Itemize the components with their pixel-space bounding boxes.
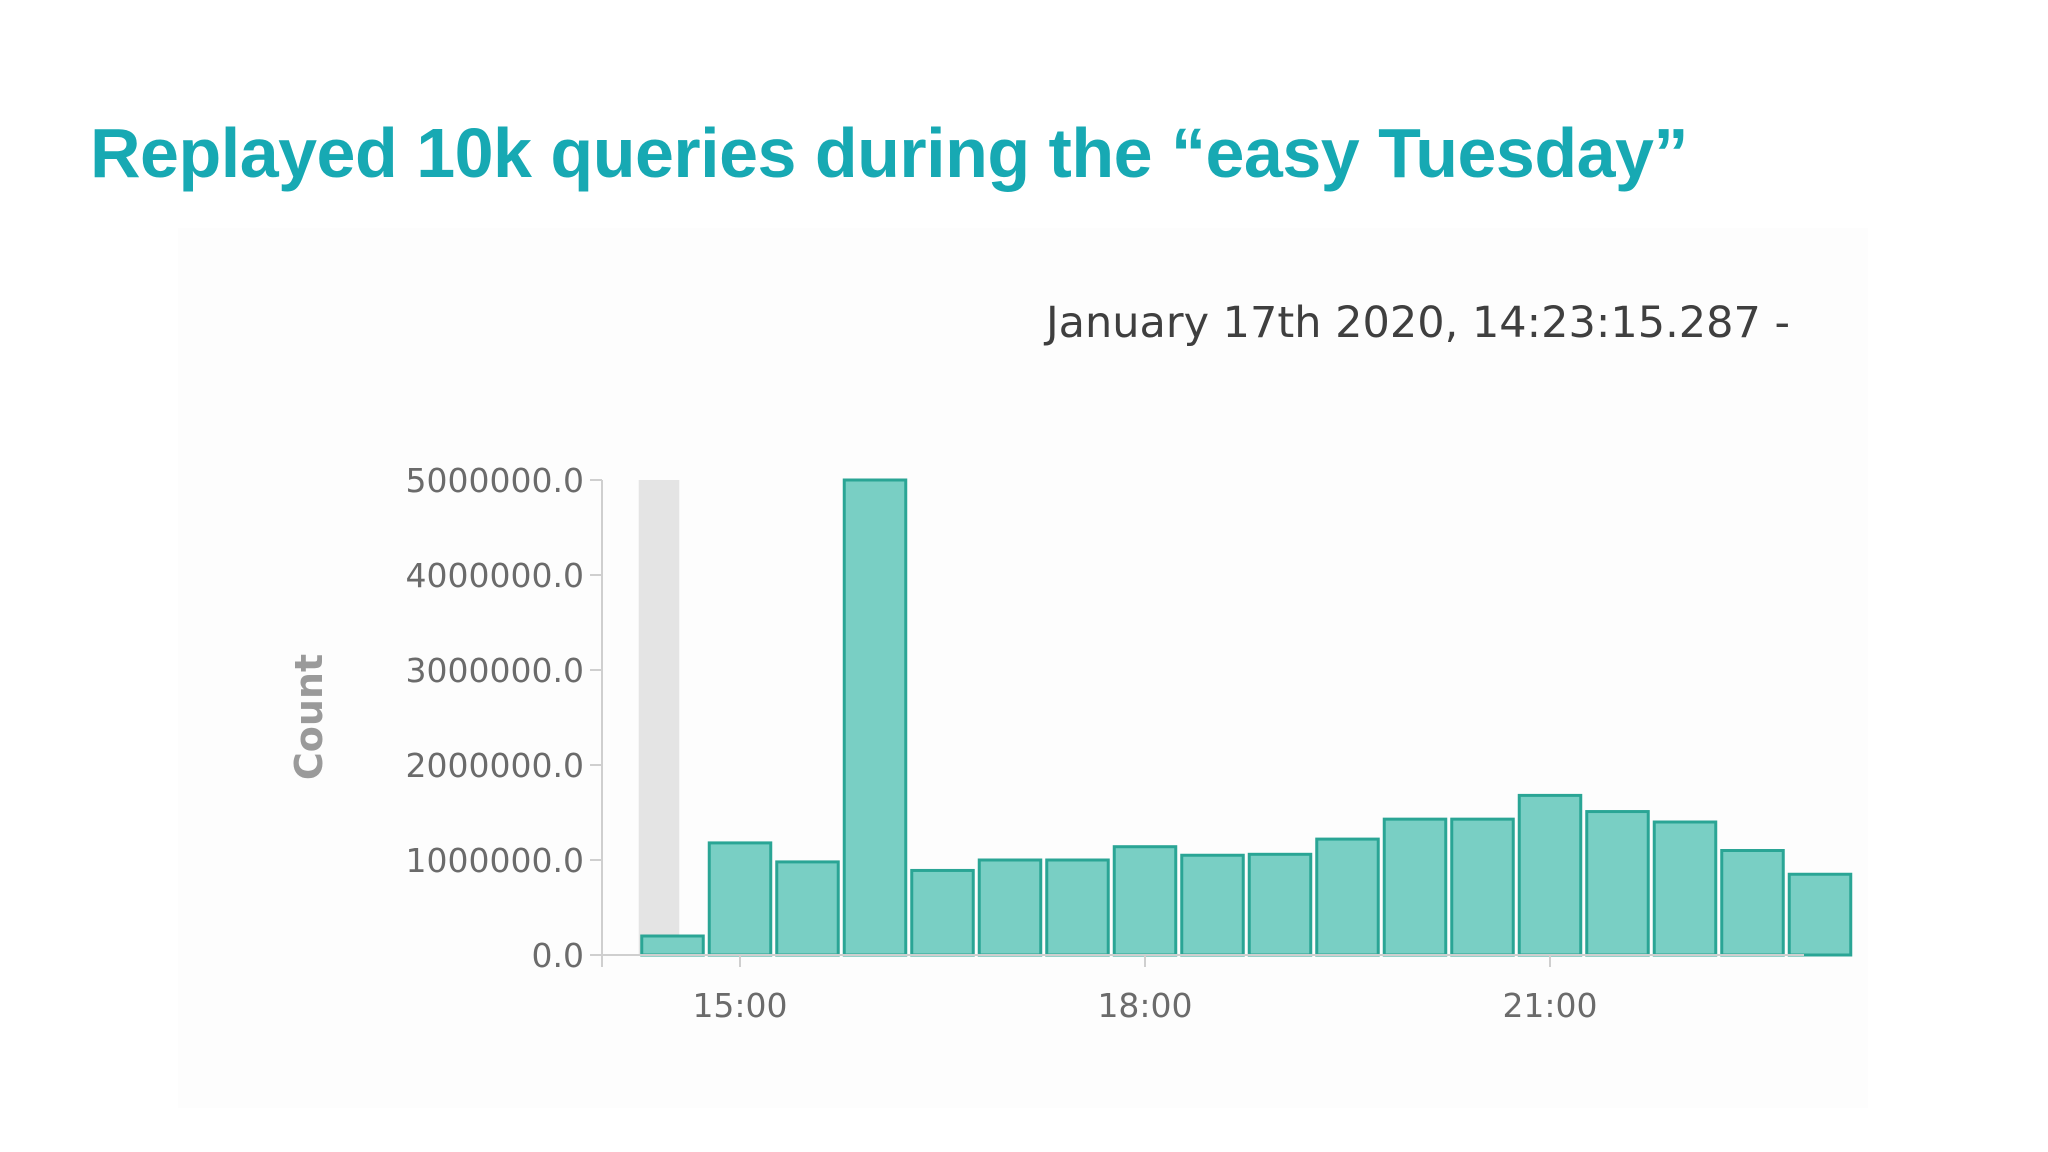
- histogram-bar: [1652, 820, 1718, 957]
- histogram-bar: [1787, 872, 1853, 957]
- histogram-bar: [640, 934, 705, 957]
- histogram-bar: [1585, 810, 1650, 957]
- y-tick-label: 2000000.0: [406, 746, 584, 785]
- x-tick-label: 18:00: [1097, 986, 1192, 1025]
- y-tick-label: 0.0: [532, 936, 584, 975]
- histogram-bar: [707, 841, 773, 957]
- histogram-bar: [1180, 853, 1245, 957]
- histogram-bar: [910, 868, 975, 957]
- histogram-bar: [1247, 852, 1313, 957]
- y-tick-label: 4000000.0: [406, 556, 584, 595]
- histogram-bar: [1112, 845, 1178, 957]
- histogram-bar: [1045, 858, 1110, 957]
- partial-bucket-shade: [638, 480, 680, 955]
- histogram-bar: [842, 478, 908, 957]
- histogram-bar: [1450, 817, 1515, 957]
- y-tick-label: 1000000.0: [406, 841, 584, 880]
- x-tick-label: 21:00: [1502, 986, 1597, 1025]
- histogram-bar: [1720, 849, 1785, 957]
- slide-title: Replayed 10k queries during the “easy Tu…: [90, 114, 1688, 192]
- histogram-bar: [775, 860, 840, 957]
- histogram-bar: [977, 858, 1043, 957]
- histogram-bar: [1517, 793, 1583, 957]
- y-tick-label: 5000000.0: [406, 461, 584, 500]
- y-axis-title: Count: [287, 654, 331, 780]
- chart-panel: [178, 228, 1868, 1108]
- histogram-bar: [1382, 817, 1448, 957]
- time-range-label: January 17th 2020, 14:23:15.287 -: [1046, 298, 1790, 348]
- histogram-bar: [1315, 837, 1380, 957]
- y-tick-label: 3000000.0: [406, 651, 584, 690]
- x-tick-label: 15:00: [692, 986, 787, 1025]
